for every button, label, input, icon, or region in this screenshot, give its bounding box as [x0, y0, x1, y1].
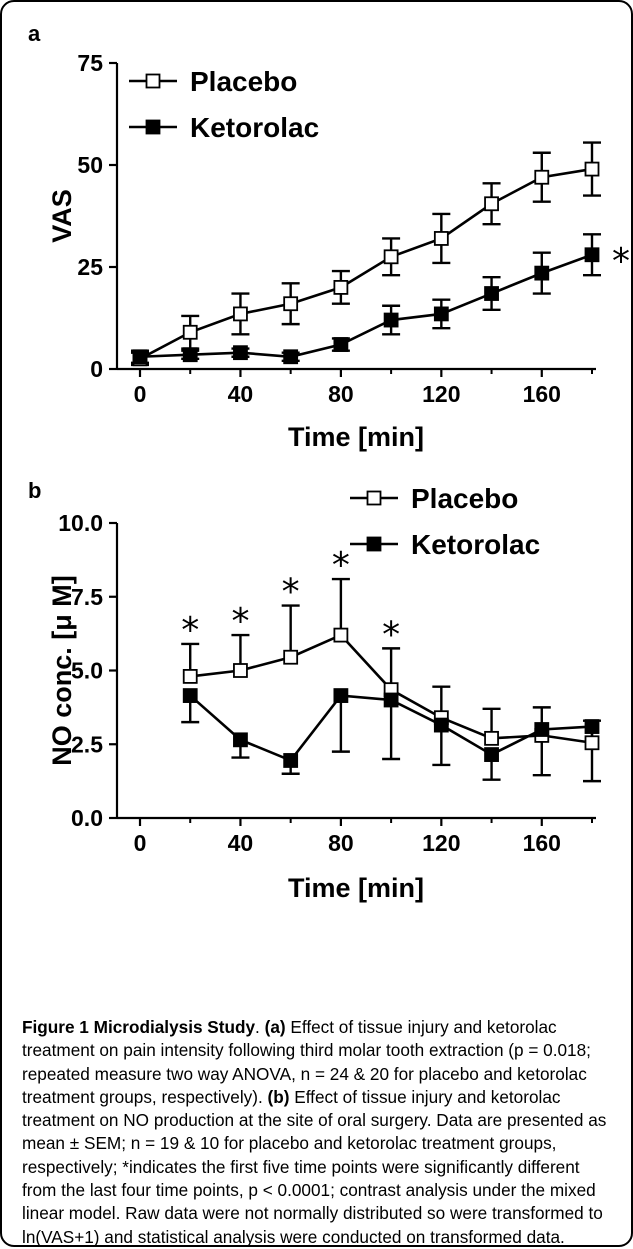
legend-label-placebo: Placebo: [190, 66, 297, 97]
y-tick-label: 75: [77, 50, 103, 76]
chart-panel-a: a 0 25 50 75 0 40 80 120 160 Time [min] VAS Placeb…: [28, 21, 630, 452]
data-point-placebo: [534, 169, 550, 185]
data-point-ketorolac: [584, 719, 600, 734]
legend-label-placebo: Placebo: [411, 483, 518, 514]
axes-b: 0.0 2.5 5.0 7.5 10.0 0 40 80 120 160 Time [min] NO …: [47, 510, 596, 903]
data-point-ketorolac: [383, 692, 399, 708]
x-tick-label: 40: [228, 381, 254, 407]
data-point-placebo: [584, 161, 600, 177]
series-line-ketorolac: [139, 253, 593, 359]
x-tick-label: 0: [134, 381, 147, 407]
data-point-ketorolac: [182, 347, 198, 363]
data-point-placebo: [182, 669, 198, 684]
data-point-placebo: [283, 296, 299, 312]
x-tick-label: 120: [422, 381, 460, 407]
series-a: [131, 141, 601, 367]
caption-a-label: (a): [264, 1017, 286, 1037]
x-tick-label: 80: [328, 830, 354, 856]
data-point-placebo: [182, 324, 198, 340]
legend-marker-ketorolac: [366, 536, 382, 552]
significance-asterisk: *: [612, 241, 630, 282]
y-tick-label: 2.5: [71, 731, 103, 757]
data-point-placebo: [484, 730, 499, 746]
data-point-ketorolac: [534, 265, 550, 281]
data-point-placebo: [333, 279, 349, 295]
data-point-placebo: [233, 663, 248, 678]
data-point-ketorolac: [433, 717, 449, 733]
panel-label-a: a: [28, 21, 41, 46]
significance-asterisk: *: [332, 545, 350, 586]
legend-a: Placebo Ketorolac: [129, 66, 319, 143]
data-point-ketorolac: [182, 688, 198, 703]
caption-title-punct: .: [255, 1017, 265, 1037]
data-point-ketorolac: [233, 345, 248, 361]
data-point-ketorolac: [484, 747, 499, 762]
data-point-placebo: [283, 649, 299, 665]
x-tick-label: 160: [523, 381, 561, 407]
significance-asterisk: *: [231, 601, 249, 642]
x-axis-title: Time [min]: [288, 873, 424, 903]
data-point-placebo: [383, 249, 399, 265]
figure-charts: a 0 25 50 75 0 40 80 120 160 Time [min] VAS Placeb…: [28, 21, 630, 903]
y-tick-label: 10.0: [58, 510, 103, 536]
x-tick-label: 120: [422, 830, 460, 856]
data-point-ketorolac: [484, 286, 499, 301]
series-line-placebo: [139, 167, 593, 360]
legend-label-ketorolac: Ketorolac: [411, 529, 540, 560]
y-tick-label: 5.0: [71, 658, 103, 684]
legend-label-ketorolac: Ketorolac: [190, 112, 319, 143]
legend-marker-ketorolac: [145, 119, 161, 135]
x-tick-label: 160: [523, 830, 561, 856]
x-tick-label: 0: [134, 830, 147, 856]
x-axis-title: Time [min]: [288, 422, 424, 452]
y-tick-label: 0.0: [71, 805, 103, 831]
data-point-placebo: [233, 306, 248, 322]
y-axis-title: VAS: [47, 189, 77, 243]
data-point-ketorolac: [333, 688, 349, 703]
caption-a-text: Effect of tissue injury and ketorolac tr…: [22, 1017, 591, 1107]
data-point-ketorolac: [383, 312, 399, 328]
y-tick-label: 25: [77, 254, 103, 280]
data-point-ketorolac: [333, 337, 349, 352]
panel-label-b: b: [28, 478, 41, 503]
x-tick-label: 40: [228, 830, 254, 856]
y-axis-title: NO conc. [μ M]: [47, 575, 77, 766]
caption-b-text: Effect of tissue injury and ketorolac tr…: [22, 1086, 607, 1247]
legend-marker-placebo: [366, 490, 382, 506]
data-point-placebo: [333, 627, 349, 643]
y-tick-label: 0: [90, 356, 103, 382]
data-point-ketorolac: [283, 349, 299, 365]
chart-panel-b: b 0.0 2.5 5.0 7.5 10.0 0 40 80 120 160 Time [min] N…: [28, 478, 601, 903]
significance-asterisk: *: [382, 614, 400, 655]
data-point-ketorolac: [584, 247, 600, 263]
legend-b: Placebo Ketorolac: [350, 483, 540, 560]
data-point-placebo: [584, 735, 600, 751]
caption-b-label: (b): [267, 1086, 290, 1107]
y-tick-label: 50: [77, 152, 103, 178]
x-tick-label: 80: [328, 381, 354, 407]
data-point-ketorolac: [433, 306, 449, 322]
axes-a: 0 25 50 75 0 40 80 120 160 Time [min] VAS: [47, 50, 596, 452]
figure-caption: Figure 1 Microdialysis Study. (a) Effect…: [22, 1016, 612, 1249]
y-tick-label: 7.5: [71, 584, 103, 610]
annotations-b: * * * * *: [181, 545, 400, 655]
significance-asterisk: *: [181, 610, 199, 651]
data-point-ketorolac: [233, 732, 248, 748]
data-point-ketorolac: [132, 349, 148, 365]
significance-asterisk: *: [282, 572, 300, 613]
data-point-placebo: [484, 196, 499, 212]
data-point-placebo: [433, 231, 449, 246]
caption-title: Figure 1 Microdialysis Study: [22, 1017, 256, 1037]
legend-marker-placebo: [145, 73, 161, 89]
annotations-a: *: [612, 241, 630, 282]
data-point-ketorolac: [283, 753, 299, 768]
series-b: [181, 577, 601, 783]
data-point-ketorolac: [534, 722, 550, 737]
